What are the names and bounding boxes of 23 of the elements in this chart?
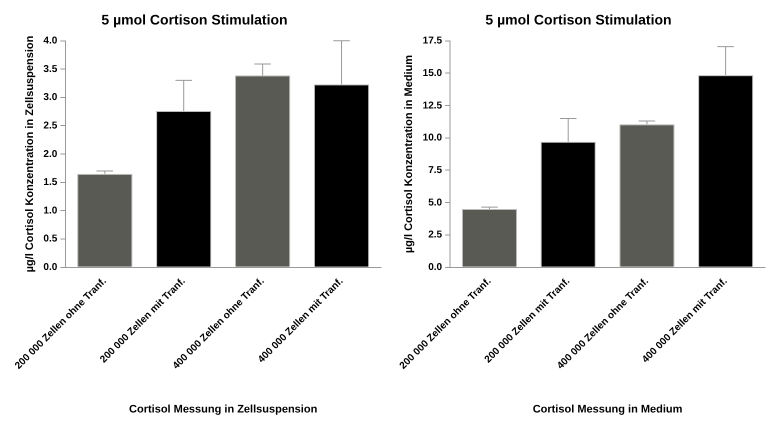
y-tick-label: 15.0 [422, 68, 443, 79]
y-tick-label: 0.0 [428, 262, 443, 274]
y-axis-title: µg/l Cortisol Konzentration in Zellsuspension [24, 35, 36, 272]
y-tick-label: 7.5 [428, 164, 443, 176]
chart-title: 5 µmol Cortison Stimulation [101, 11, 288, 28]
y-tick-label: 17.5 [422, 36, 443, 47]
x-axis-title: Cortisol Messung in Medium [532, 403, 683, 416]
y-tick-label: 3.5 [43, 64, 58, 75]
x-axis-title: Cortisol Messung in Zellsuspension [129, 403, 318, 416]
y-axis-title: µg/l Cortisol Konzentration in Medium [403, 54, 416, 254]
y-tick-label: 2.5 [428, 230, 443, 241]
y-tick-label: 2.5 [43, 120, 58, 132]
y-tick-label: 12.5 [422, 100, 443, 112]
y-tick-label: 0.0 [43, 262, 58, 274]
y-tick-label: 5.0 [428, 197, 443, 208]
chart-title: 5 µmol Cortison Stimulation [485, 11, 672, 28]
y-tick-label: 3.0 [43, 92, 58, 104]
y-tick-label: 1.0 [43, 205, 58, 216]
y-tick-label: 2.0 [43, 148, 58, 160]
y-tick-label: 0.5 [43, 234, 58, 245]
y-tick-label: 10.0 [422, 132, 443, 144]
y-tick-label: 4.0 [43, 36, 58, 47]
y-tick-label: 1.5 [43, 177, 58, 188]
